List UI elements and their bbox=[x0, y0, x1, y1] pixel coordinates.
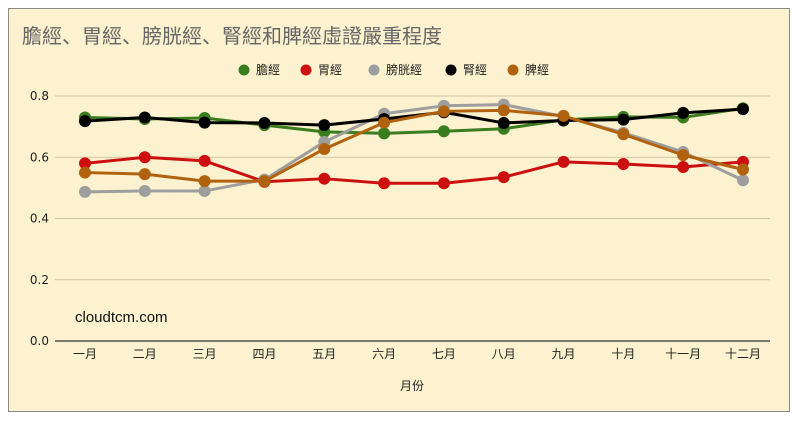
data-point bbox=[497, 116, 510, 129]
x-tick-label: 五月 bbox=[312, 347, 336, 361]
legend-label: 膽經 bbox=[256, 62, 280, 77]
legend-label: 脾經 bbox=[525, 62, 549, 77]
data-point bbox=[318, 142, 331, 155]
data-point bbox=[617, 128, 630, 141]
data-point bbox=[737, 174, 749, 187]
x-axis-ticks: 一月 二月 三月 四月 五月 六月 七月 八月 九月 十月 十一月 十二月 bbox=[73, 347, 761, 361]
legend-item: 胃經 bbox=[300, 63, 342, 77]
data-point bbox=[318, 172, 331, 185]
legend-label: 膀胱經 bbox=[386, 62, 422, 77]
y-axis-ticks: 0.0 0.2 0.4 0.6 0.8 bbox=[30, 89, 49, 348]
x-tick-label: 六月 bbox=[372, 347, 396, 361]
y-tick-label: 0.2 bbox=[30, 273, 49, 287]
series-line bbox=[84, 155, 744, 185]
x-tick-label: 七月 bbox=[432, 347, 456, 361]
chart-title: 膽經、胃經、膀胱經、腎經和脾經虛證嚴重程度 bbox=[22, 24, 442, 48]
data-point bbox=[198, 116, 211, 129]
legend-item: 膀胱經 bbox=[368, 62, 422, 77]
legend-swatch bbox=[368, 64, 380, 76]
legend-label: 胃經 bbox=[318, 63, 342, 77]
x-tick-label: 十一月 bbox=[665, 347, 701, 361]
x-tick-label: 三月 bbox=[193, 347, 217, 361]
y-tick-label: 0.6 bbox=[30, 150, 49, 164]
data-point bbox=[557, 155, 570, 168]
y-tick-label: 0.4 bbox=[30, 212, 49, 226]
data-point bbox=[677, 149, 690, 162]
series-line bbox=[84, 106, 744, 135]
data-point bbox=[79, 185, 91, 198]
data-point bbox=[79, 115, 91, 128]
data-point bbox=[198, 175, 211, 188]
legend-swatch bbox=[300, 64, 312, 76]
legend-swatch bbox=[507, 64, 519, 76]
data-point bbox=[737, 163, 749, 176]
data-point bbox=[378, 177, 391, 190]
legend-item: 膽經 bbox=[238, 62, 280, 77]
chart-frame bbox=[8, 8, 790, 412]
data-point bbox=[138, 151, 151, 164]
x-tick-label: 二月 bbox=[133, 347, 157, 361]
x-tick-label: 四月 bbox=[252, 347, 276, 361]
data-point bbox=[677, 106, 690, 119]
data-point bbox=[497, 171, 510, 184]
data-point bbox=[617, 113, 630, 126]
y-tick-label: 0.8 bbox=[30, 89, 49, 103]
data-point bbox=[138, 184, 151, 197]
data-point bbox=[378, 127, 391, 140]
series-5 bbox=[79, 104, 749, 188]
data-point bbox=[737, 103, 749, 116]
gridlines bbox=[55, 95, 770, 342]
legend-label: 腎經 bbox=[463, 63, 487, 77]
x-tick-label: 九月 bbox=[552, 347, 576, 361]
legend: 膽經 胃經 膀胱經 腎經 脾經 bbox=[238, 62, 549, 77]
data-point bbox=[198, 154, 211, 167]
y-tick-label: 0.0 bbox=[30, 334, 49, 348]
data-point bbox=[437, 105, 450, 118]
data-point bbox=[138, 168, 151, 181]
data-point bbox=[79, 157, 91, 170]
x-tick-label: 十二月 bbox=[725, 347, 761, 361]
data-point bbox=[198, 184, 211, 197]
series-line bbox=[84, 108, 744, 183]
x-tick-label: 八月 bbox=[492, 347, 516, 361]
series-lines bbox=[79, 98, 749, 198]
data-point bbox=[79, 166, 91, 179]
series-line bbox=[84, 103, 744, 194]
data-point bbox=[437, 177, 450, 190]
data-point bbox=[318, 119, 331, 132]
data-point bbox=[258, 175, 271, 188]
watermark-annotation: cloudtcm.com bbox=[75, 309, 168, 326]
data-point bbox=[437, 125, 450, 138]
data-point bbox=[378, 116, 391, 129]
x-tick-label: 十月 bbox=[611, 347, 635, 361]
data-point bbox=[617, 157, 630, 170]
legend-item: 脾經 bbox=[507, 62, 549, 77]
data-point bbox=[557, 109, 570, 122]
legend-swatch bbox=[445, 64, 457, 76]
x-tick-label: 一月 bbox=[73, 347, 97, 361]
legend-item: 腎經 bbox=[445, 63, 487, 77]
data-point bbox=[138, 111, 151, 124]
data-point bbox=[497, 104, 510, 117]
data-point bbox=[258, 116, 271, 129]
legend-swatch bbox=[238, 64, 250, 76]
data-point bbox=[677, 161, 690, 174]
x-axis-label: 月份 bbox=[400, 379, 424, 393]
